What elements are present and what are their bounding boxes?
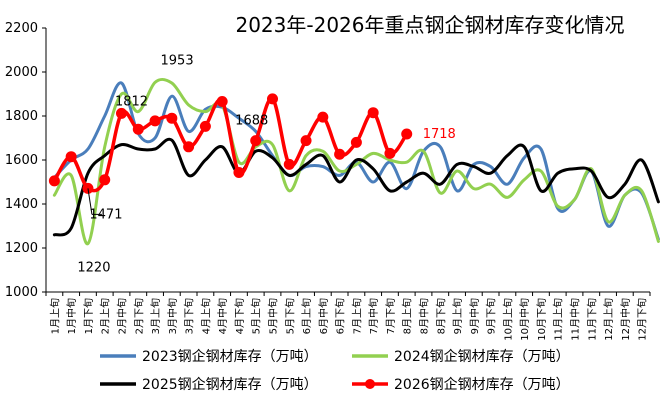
x-tick-label: 5月下旬 <box>283 298 296 334</box>
legend-label: 2026钢企钢材库存（万吨） <box>394 376 570 393</box>
x-tick-label: 4月下旬 <box>233 298 246 334</box>
x-tick-label: 10月中旬 <box>518 298 531 341</box>
x-tick-label: 10月下旬 <box>535 298 548 341</box>
data-point-3 <box>132 123 144 135</box>
x-tick-label: 6月上旬 <box>300 298 313 334</box>
x-tick-label: 1月中旬 <box>65 298 78 334</box>
x-tick-label: 11月中旬 <box>569 298 582 341</box>
data-point-3 <box>116 107 127 119</box>
x-tick-label: 3月上旬 <box>149 298 162 334</box>
data-label: 1718 <box>423 127 456 142</box>
data-point-3 <box>401 128 413 140</box>
data-point-3 <box>367 107 379 119</box>
y-tick-label: 1600 <box>5 153 38 168</box>
data-point-3 <box>99 174 111 186</box>
x-tick-label: 12月上旬 <box>602 298 615 341</box>
data-point-3 <box>48 175 60 187</box>
data-point-3 <box>216 95 228 107</box>
x-tick-label: 11月上旬 <box>552 298 565 341</box>
x-tick-label: 2月下旬 <box>132 298 145 334</box>
y-tick-label: 1800 <box>5 109 38 124</box>
data-point-3 <box>233 167 245 179</box>
series-line-0 <box>52 81 660 241</box>
x-tick-label: 6月下旬 <box>334 298 347 334</box>
axes-layer: 1000 1200 1400 1600 1800 2000 2200 1月上旬 1月中旬 1月下旬… <box>5 21 651 341</box>
x-tick-label: 4月中旬 <box>216 298 229 334</box>
data-label: 1812 <box>115 94 148 109</box>
annotation-leader <box>87 188 93 215</box>
x-tick-label: 4月上旬 <box>199 298 212 334</box>
chart-title: 2023年-2026年重点钢企钢材库存变化情况 <box>235 13 624 37</box>
x-tick-label: 7月下旬 <box>384 298 397 334</box>
legend-label: 2023钢企钢材库存（万吨） <box>142 348 318 365</box>
x-tick-label: 7月上旬 <box>350 298 363 334</box>
data-point-3 <box>65 151 77 163</box>
y-tick-label: 1000 <box>5 285 38 300</box>
series-line-1 <box>52 77 660 246</box>
y-tick-label: 1400 <box>5 197 38 212</box>
y-tick-label: 1200 <box>5 241 38 256</box>
x-tick-label: 8月上旬 <box>401 298 414 334</box>
x-tick-label: 5月上旬 <box>250 298 263 334</box>
x-tick-label: 1月上旬 <box>48 298 61 334</box>
x-tick-label: 6月中旬 <box>317 298 330 334</box>
x-tick-label: 2月中旬 <box>116 298 129 334</box>
data-point-3 <box>317 111 329 123</box>
x-tick-label: 8月下旬 <box>434 298 447 334</box>
y-tick-label: 2000 <box>5 65 38 80</box>
x-tick-label: 10月上旬 <box>501 298 514 341</box>
x-tick-label: 12月中旬 <box>619 298 632 341</box>
legend: 2023钢企钢材库存（万吨） 2024钢企钢材库存（万吨） 2025钢企钢材库存（万… <box>100 348 570 393</box>
x-tick-label: 9月中旬 <box>468 298 481 334</box>
data-point-3 <box>166 112 178 124</box>
legend-label: 2024钢企钢材库存（万吨） <box>394 348 570 365</box>
data-point-3 <box>283 158 295 170</box>
series-layer <box>48 77 660 246</box>
data-point-3 <box>384 147 396 159</box>
data-label: 1220 <box>77 261 110 276</box>
data-point-3 <box>250 135 262 147</box>
x-tick-label: 12月下旬 <box>636 298 649 341</box>
data-point-3 <box>183 141 195 153</box>
data-label: 1953 <box>161 53 194 68</box>
series-line-2 <box>52 137 660 237</box>
data-point-3 <box>334 148 346 160</box>
x-tick-label: 7月中旬 <box>367 298 380 334</box>
x-tick-label: 1月下旬 <box>82 298 95 334</box>
data-point-3 <box>199 120 211 132</box>
x-tick-label: 3月下旬 <box>183 298 196 334</box>
legend-marker <box>365 379 375 389</box>
x-tick-label: 5月中旬 <box>267 298 280 334</box>
legend-label: 2025钢企钢材库存（万吨） <box>142 376 318 393</box>
y-tick-label: 2200 <box>5 21 38 36</box>
series-line-3 <box>52 97 409 193</box>
x-tick-label: 9月下旬 <box>485 298 498 334</box>
data-point-3 <box>267 93 278 105</box>
x-tick-label: 2月上旬 <box>99 298 112 334</box>
data-point-3 <box>350 136 362 148</box>
x-tick-label: 11月下旬 <box>585 298 598 341</box>
data-label: 1471 <box>89 207 122 222</box>
data-label: 1688 <box>235 114 268 129</box>
x-tick-label: 8月中旬 <box>418 298 431 334</box>
x-tick-label: 3月中旬 <box>166 298 179 334</box>
data-point-3 <box>300 135 312 147</box>
data-point-3 <box>149 115 161 127</box>
x-tick-label: 9月上旬 <box>451 298 464 334</box>
annotation-layer: 1953 1220 1471 1812 1688 1718 <box>77 53 455 275</box>
